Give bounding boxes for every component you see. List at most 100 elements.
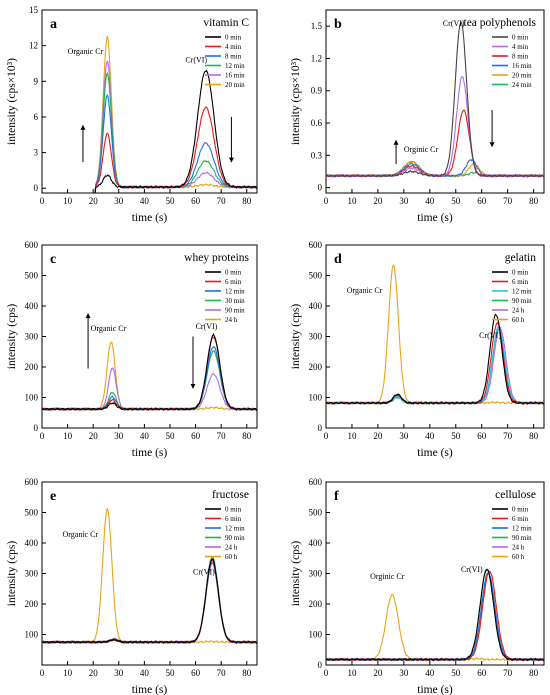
legend-label: 6 min: [225, 515, 242, 523]
x-tick-label: 20: [373, 431, 383, 441]
peak-annotation: Cr(VI): [185, 55, 207, 64]
y-tick-label: 1.5: [311, 21, 323, 31]
y-tick-label: 0.9: [311, 86, 323, 96]
x-tick-label: 60: [477, 196, 487, 206]
peak-annotation: Organic Cr: [68, 47, 104, 56]
x-tick-label: 70: [217, 431, 227, 441]
y-tick-label: 500: [25, 271, 39, 281]
y-tick-label: 100: [309, 393, 323, 403]
x-tick-label: 50: [165, 196, 175, 206]
x-tick-label: 50: [165, 668, 175, 678]
panel-title: whey proteins: [184, 252, 249, 264]
legend-label: 24 h: [512, 307, 525, 315]
y-axis-label: intensity (cps×10³): [6, 58, 18, 145]
series-line-4-min: [326, 76, 544, 178]
x-tick-label: 70: [503, 196, 513, 206]
legend-label: 0 min: [225, 34, 242, 42]
x-tick-label: 80: [529, 196, 539, 206]
panel-letter: f: [334, 489, 339, 504]
legend-label: 90 min: [225, 534, 245, 542]
x-tick-label: 0: [324, 431, 329, 441]
x-tick-label: 60: [191, 431, 201, 441]
legend-label: 12 min: [225, 288, 245, 296]
y-axis-label: intensity (cps): [290, 304, 302, 370]
series-line-0-min: [42, 69, 257, 193]
y-tick-label: 0: [34, 423, 39, 433]
panel-title: cellulose: [495, 489, 536, 501]
series-line-12-min: [42, 71, 257, 193]
y-tick-label: 600: [25, 477, 39, 487]
legend-label: 20 min: [512, 72, 532, 80]
y-tick-label: 100: [309, 630, 323, 640]
y-tick-label: 0: [318, 423, 323, 433]
y-tick-label: 1.2: [311, 53, 322, 63]
x-tick-label: 60: [477, 431, 487, 441]
legend-label: 30 min: [225, 297, 245, 305]
y-tick-label: 300: [25, 332, 39, 342]
x-tick-label: 30: [399, 431, 409, 441]
x-tick-label: 10: [347, 668, 357, 678]
y-axis-label: intensity (cps): [6, 304, 18, 370]
x-tick-label: 80: [242, 196, 252, 206]
x-tick-label: 0: [40, 668, 45, 678]
y-tick-label: 400: [25, 301, 39, 311]
x-tick-label: 30: [399, 668, 409, 678]
legend-label: 0 min: [512, 34, 529, 42]
y-tick-label: 200: [309, 362, 323, 372]
legend-label: 60 h: [512, 553, 525, 561]
y-axis-label: intensity (cps): [6, 541, 18, 607]
x-tick-label: 30: [114, 196, 124, 206]
legend-label: 6 min: [512, 278, 529, 286]
series-line-0-min: [42, 558, 257, 645]
y-tick-label: 3: [34, 148, 39, 158]
y-tick-label: 9: [34, 76, 39, 86]
series-line-24-h: [42, 341, 257, 412]
panel-title: fructose: [212, 489, 249, 501]
series-line-6-min: [42, 336, 257, 412]
x-axis-label: time (s): [417, 212, 453, 224]
x-tick-label: 0: [40, 431, 45, 441]
y-tick-label: 500: [25, 508, 39, 518]
peak-annotation: Orginic Cr: [404, 145, 439, 154]
peak-annotation: Cr(VI): [193, 568, 215, 577]
chart-panel-c: 0 10 20 30 40 50 60 70 80 0 100 200 300 400 500 600 time…: [6, 240, 258, 459]
y-axis-label: intensity (cps): [290, 541, 302, 607]
series-line-0-min: [326, 568, 544, 662]
x-tick-label: 80: [242, 668, 252, 678]
y-tick-label: 300: [309, 332, 323, 342]
legend-label: 8 min: [512, 53, 529, 61]
x-tick-label: 10: [347, 431, 357, 441]
chart-panel-f: 0 10 20 30 40 50 60 70 80 0 100 200 300 400 500 600 time…: [290, 477, 545, 695]
legend-label: 20 min: [225, 81, 245, 89]
y-tick-label: 6: [34, 112, 39, 122]
series-line-90-min: [326, 568, 544, 662]
y-tick-label: 500: [309, 271, 323, 281]
x-tick-label: 20: [89, 196, 99, 206]
y-tick-label: 0.6: [311, 118, 323, 128]
legend-label: 12 min: [512, 288, 532, 296]
panel-letter: c: [50, 252, 56, 267]
x-tick-label: 30: [114, 668, 124, 678]
series-line-0-min: [326, 313, 544, 405]
x-tick-label: 10: [63, 431, 73, 441]
x-tick-label: 80: [529, 668, 539, 678]
y-tick-label: 100: [25, 630, 39, 640]
panel-letter: b: [334, 17, 342, 32]
y-tick-label: 0: [318, 183, 323, 193]
y-tick-label: 600: [309, 240, 323, 250]
y-tick-label: 400: [309, 538, 323, 548]
series-line-12-min: [326, 572, 544, 662]
x-tick-label: 70: [217, 668, 227, 678]
y-tick-label: 300: [309, 569, 323, 579]
peak-annotation: Organic Cr: [62, 530, 98, 539]
peak-annotation: Cr(VI): [443, 19, 465, 28]
y-tick-label: 300: [25, 569, 39, 579]
y-tick-label: 15: [29, 5, 39, 15]
y-tick-label: 500: [309, 508, 323, 518]
legend-label: 90 min: [512, 297, 532, 305]
y-tick-label: 600: [25, 240, 39, 250]
y-tick-label: 400: [25, 538, 39, 548]
